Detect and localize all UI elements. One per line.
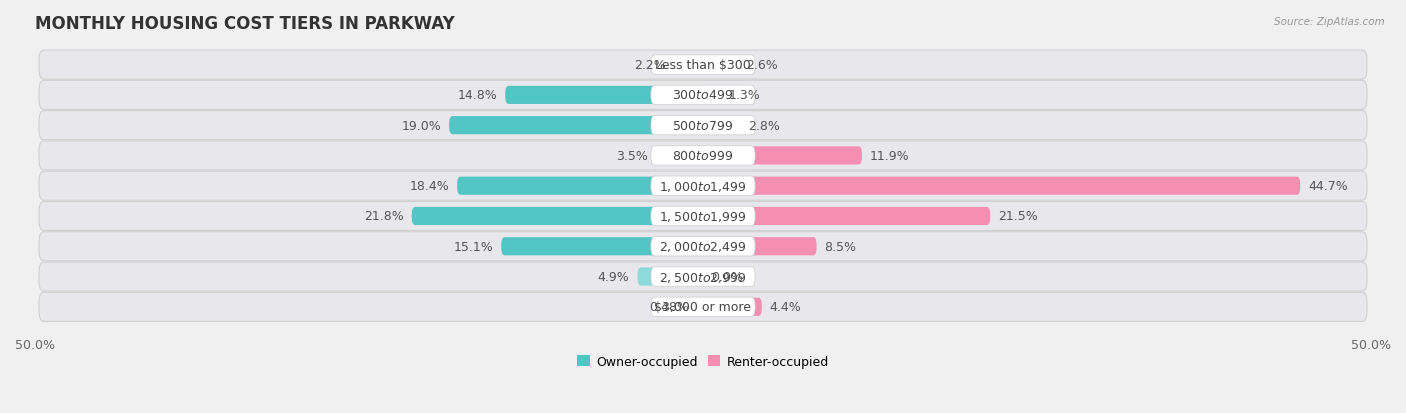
Text: 15.1%: 15.1% [454, 240, 494, 253]
FancyBboxPatch shape [673, 57, 703, 74]
FancyBboxPatch shape [651, 177, 755, 196]
Text: 2.2%: 2.2% [634, 59, 665, 72]
FancyBboxPatch shape [412, 207, 703, 225]
FancyBboxPatch shape [651, 146, 755, 166]
FancyBboxPatch shape [39, 112, 1367, 140]
FancyBboxPatch shape [39, 232, 1367, 261]
Text: $2,500 to $2,999: $2,500 to $2,999 [659, 270, 747, 284]
Text: 11.9%: 11.9% [870, 150, 910, 163]
Text: MONTHLY HOUSING COST TIERS IN PARKWAY: MONTHLY HOUSING COST TIERS IN PARKWAY [35, 15, 454, 33]
Text: $1,000 to $1,499: $1,000 to $1,499 [659, 179, 747, 193]
FancyBboxPatch shape [651, 86, 755, 105]
Text: 4.9%: 4.9% [598, 271, 630, 283]
FancyBboxPatch shape [696, 298, 703, 316]
Text: $800 to $999: $800 to $999 [672, 150, 734, 163]
FancyBboxPatch shape [502, 237, 703, 256]
FancyBboxPatch shape [651, 56, 755, 75]
Text: $3,000 or more: $3,000 or more [655, 301, 751, 313]
Text: 19.0%: 19.0% [401, 119, 441, 132]
Text: 2.8%: 2.8% [748, 119, 780, 132]
FancyBboxPatch shape [637, 268, 703, 286]
FancyBboxPatch shape [457, 177, 703, 195]
Text: 2.6%: 2.6% [745, 59, 778, 72]
FancyBboxPatch shape [651, 297, 755, 317]
FancyBboxPatch shape [651, 267, 755, 287]
Text: 44.7%: 44.7% [1308, 180, 1348, 193]
Text: 8.5%: 8.5% [824, 240, 856, 253]
FancyBboxPatch shape [39, 172, 1367, 201]
FancyBboxPatch shape [39, 51, 1367, 80]
Text: 0.0%: 0.0% [711, 271, 742, 283]
FancyBboxPatch shape [703, 87, 720, 105]
FancyBboxPatch shape [651, 207, 755, 226]
FancyBboxPatch shape [449, 117, 703, 135]
FancyBboxPatch shape [657, 147, 703, 165]
Text: 21.5%: 21.5% [998, 210, 1038, 223]
Text: 4.4%: 4.4% [770, 301, 801, 313]
FancyBboxPatch shape [703, 57, 738, 74]
Text: Source: ZipAtlas.com: Source: ZipAtlas.com [1274, 17, 1385, 26]
Text: Less than $300: Less than $300 [655, 59, 751, 72]
FancyBboxPatch shape [703, 117, 741, 135]
FancyBboxPatch shape [703, 298, 762, 316]
Text: $300 to $499: $300 to $499 [672, 89, 734, 102]
Text: 14.8%: 14.8% [457, 89, 498, 102]
Text: $2,000 to $2,499: $2,000 to $2,499 [659, 240, 747, 254]
FancyBboxPatch shape [703, 207, 990, 225]
Text: 0.48%: 0.48% [648, 301, 689, 313]
Text: 3.5%: 3.5% [616, 150, 648, 163]
FancyBboxPatch shape [651, 116, 755, 135]
Text: 21.8%: 21.8% [364, 210, 404, 223]
FancyBboxPatch shape [39, 202, 1367, 231]
Text: $500 to $799: $500 to $799 [672, 119, 734, 132]
FancyBboxPatch shape [703, 237, 817, 256]
FancyBboxPatch shape [703, 177, 1301, 195]
Text: 18.4%: 18.4% [409, 180, 449, 193]
Text: 1.3%: 1.3% [728, 89, 761, 102]
Text: $1,500 to $1,999: $1,500 to $1,999 [659, 209, 747, 223]
FancyBboxPatch shape [651, 237, 755, 256]
FancyBboxPatch shape [39, 81, 1367, 110]
FancyBboxPatch shape [703, 147, 862, 165]
Legend: Owner-occupied, Renter-occupied: Owner-occupied, Renter-occupied [572, 350, 834, 373]
FancyBboxPatch shape [39, 262, 1367, 291]
FancyBboxPatch shape [39, 292, 1367, 322]
FancyBboxPatch shape [505, 87, 703, 105]
FancyBboxPatch shape [39, 142, 1367, 171]
